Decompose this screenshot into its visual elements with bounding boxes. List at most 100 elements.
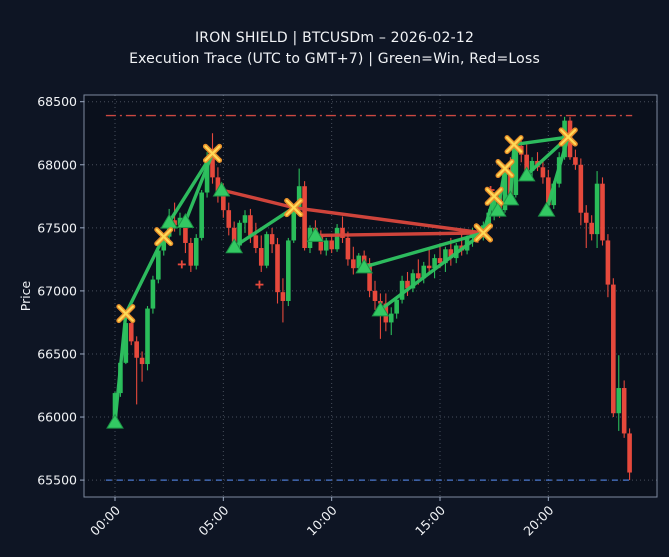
candle-body xyxy=(502,169,508,211)
x-tick-label: 00:00 xyxy=(87,502,123,538)
trade-line-win xyxy=(481,194,496,235)
candle-body xyxy=(410,273,416,289)
entry-marker xyxy=(176,213,195,229)
candle-body xyxy=(139,357,145,365)
candle-body xyxy=(329,240,334,250)
candle-body xyxy=(302,186,307,249)
y-tick-label: 67500 xyxy=(37,220,77,235)
y-tick-label: 65500 xyxy=(37,473,77,488)
exit-marker xyxy=(475,224,492,241)
entry-marker xyxy=(537,201,556,217)
exit-marker xyxy=(496,160,514,177)
candle-body xyxy=(248,215,253,236)
candle-body xyxy=(616,388,622,414)
x-tick-label: 15:00 xyxy=(412,502,448,538)
candle-body xyxy=(334,227,340,250)
trade-line-win xyxy=(544,135,570,212)
candle-body xyxy=(594,183,600,235)
trade-line-win xyxy=(183,151,215,224)
candle-body xyxy=(318,234,324,251)
exit-marker xyxy=(560,128,577,146)
chart-subtitle: Execution Trace (UTC to GMT+7) | Green=W… xyxy=(129,51,540,67)
candle-body xyxy=(134,341,139,358)
candle-body xyxy=(416,273,421,279)
trade-line-loss xyxy=(292,205,486,235)
y-axis-label: Price xyxy=(18,280,33,311)
candle-body xyxy=(367,263,372,291)
candle-body xyxy=(269,234,275,245)
candle-body xyxy=(286,240,291,301)
candle-body xyxy=(405,280,410,289)
candle-body xyxy=(210,157,215,178)
y-tick-label: 66500 xyxy=(37,346,77,361)
candle-body xyxy=(524,154,529,172)
candle-body xyxy=(421,265,427,279)
candle-body xyxy=(156,250,161,280)
candle-body xyxy=(432,258,437,269)
candle-body xyxy=(188,242,194,266)
y-tick-label: 68000 xyxy=(37,157,77,172)
candle-body xyxy=(280,292,286,301)
candle-body xyxy=(199,192,204,238)
trade-line-win xyxy=(512,135,570,147)
candle-body xyxy=(150,279,156,309)
trade-line-win xyxy=(232,205,296,249)
trade-line-win xyxy=(113,311,128,424)
trade-line-win xyxy=(362,231,486,269)
candle-body xyxy=(627,433,632,473)
candle-body xyxy=(605,240,611,285)
candle-body xyxy=(172,220,177,226)
candle-body xyxy=(253,235,259,249)
candle-body xyxy=(513,145,519,196)
candle-body xyxy=(351,259,356,269)
candle-body xyxy=(611,284,616,414)
trade-line-win xyxy=(378,231,486,312)
candle-body xyxy=(193,237,199,266)
candle-body xyxy=(583,212,589,223)
candle-body xyxy=(491,196,497,213)
trade-line-win xyxy=(167,151,215,224)
candle-body xyxy=(258,248,264,266)
candle-body xyxy=(226,210,232,228)
candle-body xyxy=(540,167,546,178)
candle-body xyxy=(215,177,221,193)
candle-body xyxy=(551,183,557,206)
entry-marker xyxy=(488,201,507,217)
candle-body xyxy=(323,240,329,251)
candle-body xyxy=(372,290,378,301)
candle-body xyxy=(443,249,448,264)
candle-body xyxy=(275,244,280,293)
entry-marker xyxy=(371,301,390,317)
x-tick-label: 05:00 xyxy=(195,502,231,538)
trade-line-loss xyxy=(313,231,486,238)
candle-body xyxy=(529,160,535,172)
candle-body xyxy=(161,236,167,251)
chart-title: IRON SHIELD | BTCUSDm – 2026-02-12 xyxy=(194,30,475,46)
y-tick-label: 68500 xyxy=(37,94,77,109)
candle-body xyxy=(231,227,237,246)
candle-body xyxy=(177,217,183,226)
trade-line-win xyxy=(124,234,166,316)
candle-body xyxy=(356,255,362,269)
candle-body xyxy=(399,280,405,300)
candle-body xyxy=(221,192,226,211)
candle-body xyxy=(578,164,584,213)
candle-body xyxy=(589,222,594,235)
candle-body xyxy=(600,183,605,241)
entry-marker xyxy=(306,226,325,242)
entry-marker xyxy=(212,181,231,197)
entry-marker xyxy=(355,258,374,274)
candle-body xyxy=(237,222,242,246)
candle-body xyxy=(242,215,248,223)
candle-body xyxy=(437,258,443,264)
entry-marker xyxy=(517,166,536,182)
entry-marker xyxy=(106,413,124,429)
candle-body xyxy=(183,217,188,243)
trade-line-loss xyxy=(219,188,296,210)
candle-body xyxy=(291,207,297,241)
x-tick-label: 10:00 xyxy=(304,502,340,538)
exit-marker xyxy=(505,136,523,153)
candle-body xyxy=(388,313,394,323)
chart-header: IRON SHIELD | BTCUSDm – 2026-02-12 Execu… xyxy=(0,28,669,70)
